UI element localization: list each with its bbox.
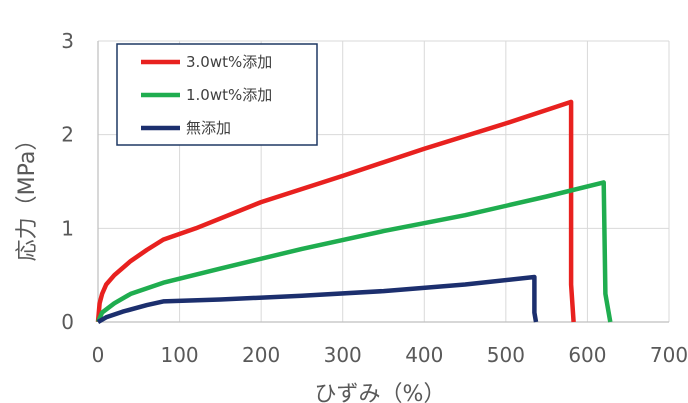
y-tick-label: 3	[61, 29, 74, 53]
y-axis-title: 応力（MPa）	[15, 129, 40, 262]
series-line-2	[95, 180, 613, 323]
x-axis-title: ひずみ（%）	[315, 382, 446, 403]
x-tick-label: 500	[487, 343, 525, 367]
x-tick-label: 300	[324, 343, 362, 367]
series-line-3	[96, 274, 539, 324]
x-tick-label: 200	[242, 343, 280, 367]
legend-label-2: 1.0wt%添加	[186, 86, 272, 104]
x-tick-label: 0	[92, 343, 105, 367]
x-tick-label: 400	[405, 343, 443, 367]
series-line-1	[95, 99, 576, 323]
axes	[97, 41, 669, 323]
legend-label-3: 無添加	[186, 119, 231, 137]
y-tick-label: 0	[61, 310, 74, 334]
tick-labels: 0 100 200 300 400 500 600 700 0 1 2 3	[61, 29, 688, 367]
x-tick-label: 700	[650, 343, 688, 367]
x-tick-label: 600	[568, 343, 606, 367]
x-tick-label: 100	[160, 343, 198, 367]
data-series	[95, 99, 613, 324]
y-tick-label: 2	[61, 123, 74, 147]
legend-label-1: 3.0wt%添加	[186, 53, 272, 71]
y-tick-label: 1	[61, 216, 74, 240]
